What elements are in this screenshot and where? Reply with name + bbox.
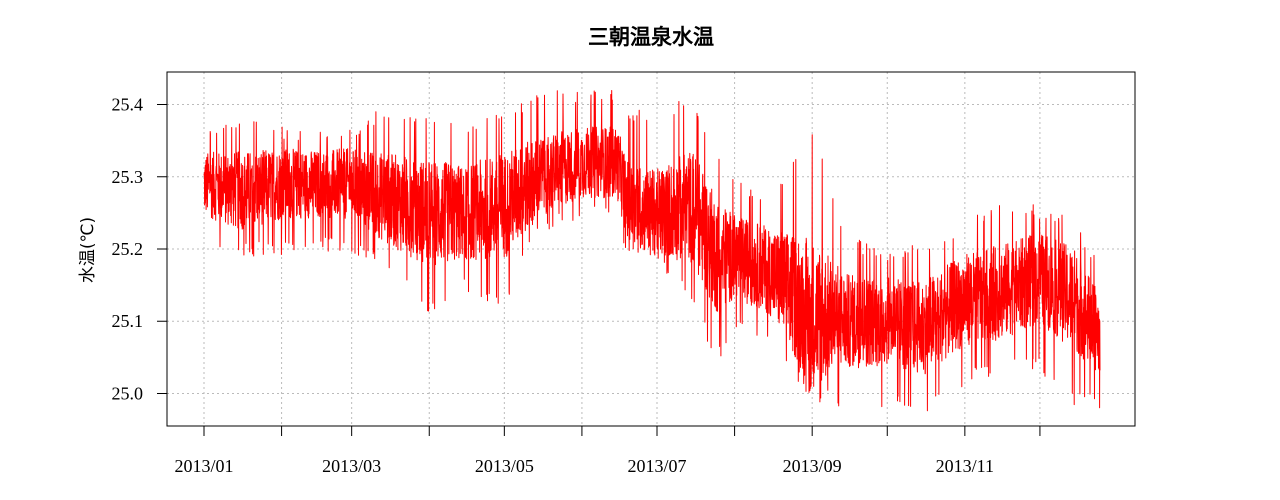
x-tick-label: 2013/05 [475,456,534,476]
chart-title: 三朝温泉水温 [588,24,714,49]
x-tick-label: 2013/07 [627,456,686,476]
x-tick-label: 2013/01 [174,456,233,476]
y-tick-label: 25.3 [112,167,144,187]
y-tick-label: 25.2 [112,239,144,259]
y-tick-label: 25.0 [112,383,144,403]
x-tick-label: 2013/03 [322,456,381,476]
axes: 2013/01 2013/03 2013/05 2013/07 2013/09 2013/… [112,95,1041,476]
water-temp-series-line [203,90,1101,412]
y-tick-label: 25.4 [112,95,144,115]
y-axis-label: 水温(℃) [78,217,98,283]
x-tick-label: 2013/09 [783,456,842,476]
x-tick-label: 2013/11 [936,456,994,476]
plot-data [203,90,1101,412]
y-tick-label: 25.1 [112,311,144,331]
